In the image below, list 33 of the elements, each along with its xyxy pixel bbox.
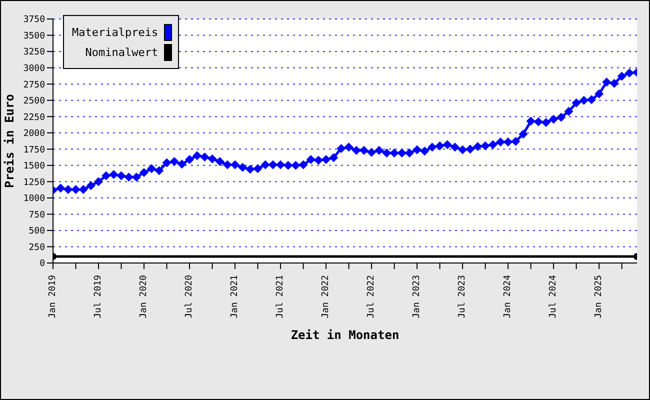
x-tick-label: Jul 2024 xyxy=(548,275,559,318)
y-axis-title: Preis in Euro xyxy=(2,94,16,188)
y-tick-label: 3000 xyxy=(23,64,45,74)
x-tick-label: Jul 2019 xyxy=(94,275,104,318)
y-tick-label: 1000 xyxy=(23,194,45,204)
x-tick-label: Jan 2024 xyxy=(503,275,514,318)
x-axis-title: Zeit in Monaten xyxy=(290,328,400,342)
y-tick-label: 250 xyxy=(28,242,45,253)
y-tick-label: 3500 xyxy=(23,31,45,42)
y-tick-label: 3250 xyxy=(23,48,45,58)
legend-label: Nominalwert xyxy=(85,46,158,59)
y-tick-label: 1750 xyxy=(23,145,45,156)
x-tick-label: Jul 2022 xyxy=(366,275,377,318)
legend-label: Materialpreis xyxy=(72,26,158,39)
y-tick-label: 2500 xyxy=(23,96,45,107)
y-tick-label: 3750 xyxy=(23,15,45,26)
x-tick-label: Jul 2021 xyxy=(276,275,286,318)
y-tick-label: 2000 xyxy=(23,129,45,140)
x-tick-label: Jan 2021 xyxy=(230,275,240,318)
x-tick-label: Jul 2020 xyxy=(184,275,195,318)
y-tick-label: 0 xyxy=(40,259,45,270)
y-tick-label: 2250 xyxy=(23,112,45,123)
x-tick-label: Jul 2023 xyxy=(458,275,468,318)
y-tick-label: 750 xyxy=(28,210,45,220)
x-tick-label: Jan 2019 xyxy=(48,275,58,318)
x-tick-label: Jan 2025 xyxy=(594,275,604,318)
y-tick-label: 1250 xyxy=(23,178,45,188)
x-tick-label: Jan 2020 xyxy=(139,275,150,318)
x-tick-label: Jan 2022 xyxy=(321,275,332,318)
y-tick-label: 2750 xyxy=(23,80,45,90)
y-tick-label: 500 xyxy=(28,226,45,237)
x-tick-label: Jan 2023 xyxy=(412,275,422,318)
y-tick-label: 1500 xyxy=(23,162,45,172)
